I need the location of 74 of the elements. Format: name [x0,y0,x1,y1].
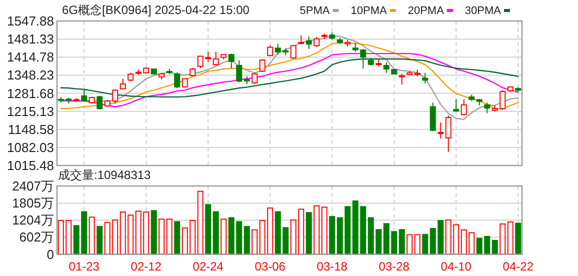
bar [220,218,227,255]
bar [244,226,250,255]
candlestick [460,98,467,116]
candlestick [182,78,188,88]
line-series [60,42,519,110]
candlestick [398,73,405,85]
bar [492,240,498,255]
bar [96,226,103,255]
bar [422,234,428,255]
bar [212,211,219,255]
bar [174,221,180,255]
y-tick-label: 602万 [19,230,54,245]
chart-title: 成交量:10948313 [58,168,152,182]
candlestick [453,98,460,112]
y-tick-label: 0 [46,246,54,262]
x-tick-label: 02-24 [192,259,224,274]
bar [406,234,413,255]
x-tick-label: 03-06 [254,259,286,274]
candlestick [252,72,258,84]
candlestick [120,78,126,90]
x-tick-label: 04-22 [502,259,534,274]
candlestick [81,88,88,102]
candlestick [422,72,428,84]
candlestick [438,122,444,139]
bar [197,190,204,255]
candlestick [267,45,274,56]
y-tick-label: 1414.78 [7,50,54,65]
bar [500,223,506,255]
candlestick [306,36,312,50]
y-tick-label: 1481.33 [7,32,54,47]
candlestick [259,58,266,72]
x-tick-label: 01-23 [68,259,100,274]
bar [166,218,172,255]
bar [329,216,336,255]
bar [205,204,212,255]
y-tick-label: 1348.23 [7,68,54,83]
x-tick-label: 03-28 [378,259,410,274]
y-tick-label: 1082.03 [7,140,54,155]
candlestick [430,102,436,132]
chart-title: 6G概念[BK0964] 2025-04-22 15:00 [62,3,250,17]
candlestick [484,102,490,114]
candlestick [228,53,234,69]
bar [158,218,165,255]
legend-label: 10PMA [350,5,388,17]
bar [414,234,420,255]
bar [306,212,312,255]
y-tick-label: 2407万 [12,178,54,194]
y-tick-label: 1547.88 [7,14,54,28]
bar [314,205,320,255]
legend-label: 5PMA [300,5,330,17]
y-tick-label: 1015.48 [7,158,54,173]
candlestick [174,72,180,89]
bar [515,222,522,255]
bar [252,229,258,255]
candlestick [314,36,320,48]
x-tick-label: 04-10 [440,259,472,274]
legend-label: 30PMA [464,5,502,17]
bar [398,229,405,255]
x-tick-label: 02-12 [130,259,162,274]
candlestick [445,114,452,152]
candlestick [212,51,219,66]
y-tick-label: 1204万 [12,212,54,228]
x-tick-label: 03-18 [316,259,348,274]
bar [88,216,95,255]
y-tick-label: 1215.13 [7,104,54,119]
bar [507,221,514,255]
y-tick-label: 1805万 [12,196,54,211]
y-tick-label: 1148.58 [8,122,54,137]
candlestick [236,60,242,83]
legend-label: 20PMA [408,5,445,17]
y-tick-label: 1281.68 [7,86,54,101]
bar [150,210,157,255]
bar [321,206,328,255]
candlestick [96,95,103,110]
